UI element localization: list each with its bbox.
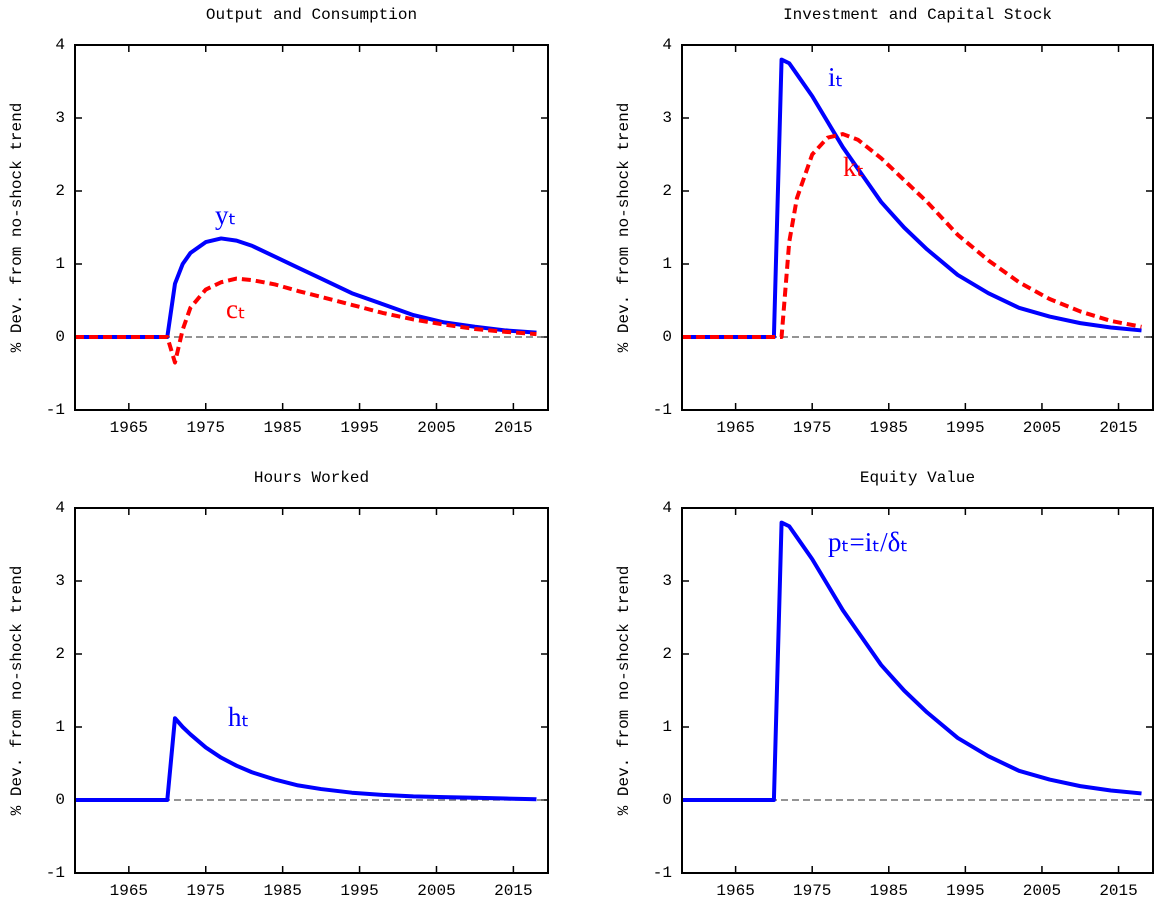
series-label: cₜ	[226, 294, 246, 324]
y-tick-label: 1	[55, 718, 65, 736]
y-tick-label: 0	[662, 791, 672, 809]
x-tick-label: 2005	[417, 882, 455, 900]
series-label: hₜ	[228, 702, 249, 732]
y-axis-label: % Dev. from no-shock trend	[615, 566, 633, 816]
x-tick-label: 2005	[1023, 419, 1061, 437]
x-tick-label: 2015	[1099, 882, 1137, 900]
x-tick-label: 1975	[187, 882, 225, 900]
x-tick-label: 1965	[716, 419, 754, 437]
y-tick-label: 3	[662, 109, 672, 127]
y-tick-label: 4	[55, 499, 65, 517]
y-tick-label: 1	[662, 255, 672, 273]
plot-frame	[681, 507, 1154, 874]
chart-title: Output and Consumption	[206, 6, 417, 24]
plot-frame	[74, 44, 549, 411]
y-axis-label: % Dev. from no-shock trend	[615, 103, 633, 353]
y-tick-label: -1	[46, 401, 65, 419]
y-tick-label: 4	[662, 499, 672, 517]
y-tick-label: -1	[653, 864, 672, 882]
x-tick-label: 2005	[417, 419, 455, 437]
plot-frame	[74, 507, 549, 874]
y-tick-label: 2	[55, 645, 65, 663]
series-line	[75, 236, 537, 339]
y-tick-label: 0	[662, 328, 672, 346]
x-tick-label: 1985	[870, 882, 908, 900]
chart-title: Investment and Capital Stock	[783, 6, 1052, 24]
x-tick-label: 2015	[494, 882, 532, 900]
x-tick-label: 1995	[340, 419, 378, 437]
y-tick-label: 4	[662, 36, 672, 54]
y-tick-label: 3	[662, 572, 672, 590]
series-label: kₜ	[843, 152, 864, 182]
series-line	[682, 520, 1142, 802]
series-line	[75, 716, 537, 802]
x-tick-label: 1995	[946, 419, 984, 437]
x-tick-label: 1965	[716, 882, 754, 900]
x-tick-label: 1975	[793, 882, 831, 900]
series-line	[75, 276, 537, 365]
x-tick-label: 1985	[870, 419, 908, 437]
chart-title: Hours Worked	[254, 469, 369, 487]
plot-frame	[681, 44, 1154, 411]
x-tick-label: 2015	[1099, 419, 1137, 437]
y-tick-label: -1	[653, 401, 672, 419]
y-tick-label: 4	[55, 36, 65, 54]
x-tick-label: 1995	[946, 882, 984, 900]
series-label: yₜ	[215, 200, 236, 230]
y-tick-label: 2	[662, 645, 672, 663]
y-tick-label: 2	[662, 182, 672, 200]
y-tick-label: 3	[55, 572, 65, 590]
series-line	[682, 132, 1142, 339]
y-axis-label: % Dev. from no-shock trend	[8, 103, 26, 353]
series-label: pₜ=iₜ/δₜ	[828, 527, 908, 557]
x-tick-label: 2005	[1023, 882, 1061, 900]
y-tick-label: 2	[55, 182, 65, 200]
x-tick-label: 1965	[110, 882, 148, 900]
y-tick-label: 0	[55, 328, 65, 346]
x-tick-label: 1985	[263, 882, 301, 900]
y-tick-label: 1	[662, 718, 672, 736]
x-tick-label: 1975	[793, 419, 831, 437]
series-line	[682, 57, 1142, 339]
y-tick-label: -1	[46, 864, 65, 882]
y-axis-label: % Dev. from no-shock trend	[8, 566, 26, 816]
x-tick-label: 2015	[494, 419, 532, 437]
chart-title: Equity Value	[860, 469, 975, 487]
x-tick-label: 1975	[187, 419, 225, 437]
x-tick-label: 1995	[340, 882, 378, 900]
y-tick-label: 3	[55, 109, 65, 127]
series-label: iₜ	[828, 62, 843, 92]
x-tick-label: 1965	[110, 419, 148, 437]
y-tick-label: 1	[55, 255, 65, 273]
x-tick-label: 1985	[263, 419, 301, 437]
y-tick-label: 0	[55, 791, 65, 809]
